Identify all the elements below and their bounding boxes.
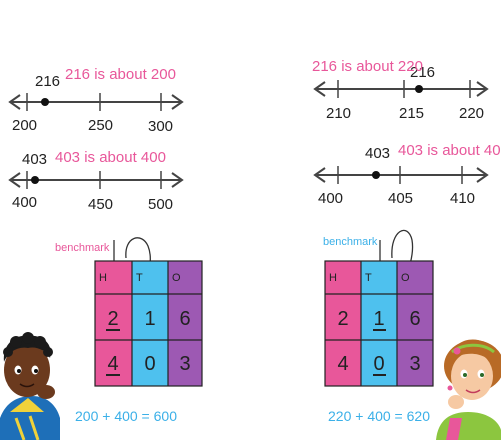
left-arrow-icon <box>313 167 326 183</box>
tick-label: 405 <box>388 190 413 207</box>
right-number-line-2: 403 403 is about 400 400 405 410 <box>313 142 501 207</box>
digit-cell: 6 <box>179 308 190 330</box>
point-label: 403 <box>22 151 47 168</box>
tick-label: 220 <box>459 105 484 122</box>
tick-label: 500 <box>148 196 173 213</box>
left-arrow-icon <box>313 81 326 97</box>
column-header: H <box>99 272 107 284</box>
tick-label: 400 <box>12 194 37 211</box>
right-arrow-icon <box>171 94 184 110</box>
digit-cell: 1 <box>373 308 384 330</box>
digit-cell: 1 <box>144 308 155 330</box>
ones-column <box>168 261 202 386</box>
digit-cell: 3 <box>409 353 420 375</box>
left-place-value-chart: benchmark H T O 2 1 6 4 0 3 <box>55 237 203 387</box>
tick-label: 300 <box>148 118 173 135</box>
right-arrow-icon <box>476 81 489 97</box>
point-label: 216 <box>35 73 60 90</box>
column-header: O <box>401 272 410 284</box>
rounding-note: 403 is about 400 <box>55 149 166 166</box>
left-number-line-1: 216 216 is about 200 200 250 300 <box>8 66 184 135</box>
right-number-line-1: 216 216 is about 220 210 215 220 <box>312 58 489 122</box>
equation: 200 + 400 = 600 <box>75 408 177 424</box>
point-marker <box>31 176 39 184</box>
tick-label: 210 <box>326 105 351 122</box>
digit-cell: 4 <box>107 353 118 375</box>
tick-label: 410 <box>450 190 475 207</box>
tick-label: 450 <box>88 196 113 213</box>
digit-cell: 2 <box>337 308 348 330</box>
digit-cell: 6 <box>409 308 420 330</box>
benchmark-label: benchmark <box>323 236 378 248</box>
point-label: 403 <box>365 145 390 162</box>
digit-cell: 0 <box>144 353 155 375</box>
tens-column <box>361 261 397 386</box>
right-arrow-icon <box>476 167 489 183</box>
digit-cell: 3 <box>179 353 190 375</box>
hundreds-column <box>325 261 361 386</box>
equation: 220 + 400 = 620 <box>328 408 430 424</box>
column-header: O <box>172 272 181 284</box>
rounding-note: 403 is about 400 <box>398 142 501 159</box>
point-marker <box>41 98 49 106</box>
tick-label: 215 <box>399 105 424 122</box>
tick-label: 400 <box>318 190 343 207</box>
ones-column <box>397 261 433 386</box>
point-label: 216 <box>410 64 435 81</box>
hundreds-column <box>95 261 132 386</box>
left-arrow-icon <box>8 172 21 188</box>
tick-label: 200 <box>12 117 37 134</box>
left-arrow-icon <box>8 94 21 110</box>
left-number-line-2: 403 403 is about 400 400 450 500 <box>8 149 184 213</box>
girl-character-icon <box>436 339 501 440</box>
rounding-note: 216 is about 220 <box>312 58 423 75</box>
point-marker <box>415 85 423 93</box>
tens-column <box>132 261 168 386</box>
benchmark-label: benchmark <box>55 242 110 254</box>
right-arrow-icon <box>171 172 184 188</box>
digit-cell: 0 <box>373 353 384 375</box>
right-place-value-chart: benchmark H T O 2 1 6 4 0 3 <box>323 229 434 387</box>
digit-cell: 4 <box>337 353 348 375</box>
column-header: H <box>329 272 337 284</box>
column-header: T <box>136 272 143 284</box>
tick-label: 250 <box>88 117 113 134</box>
boy-character-icon <box>0 332 60 440</box>
digit-cell: 2 <box>107 308 118 330</box>
column-header: T <box>365 272 372 284</box>
rounding-note: 216 is about 200 <box>65 66 176 83</box>
point-marker <box>372 171 380 179</box>
